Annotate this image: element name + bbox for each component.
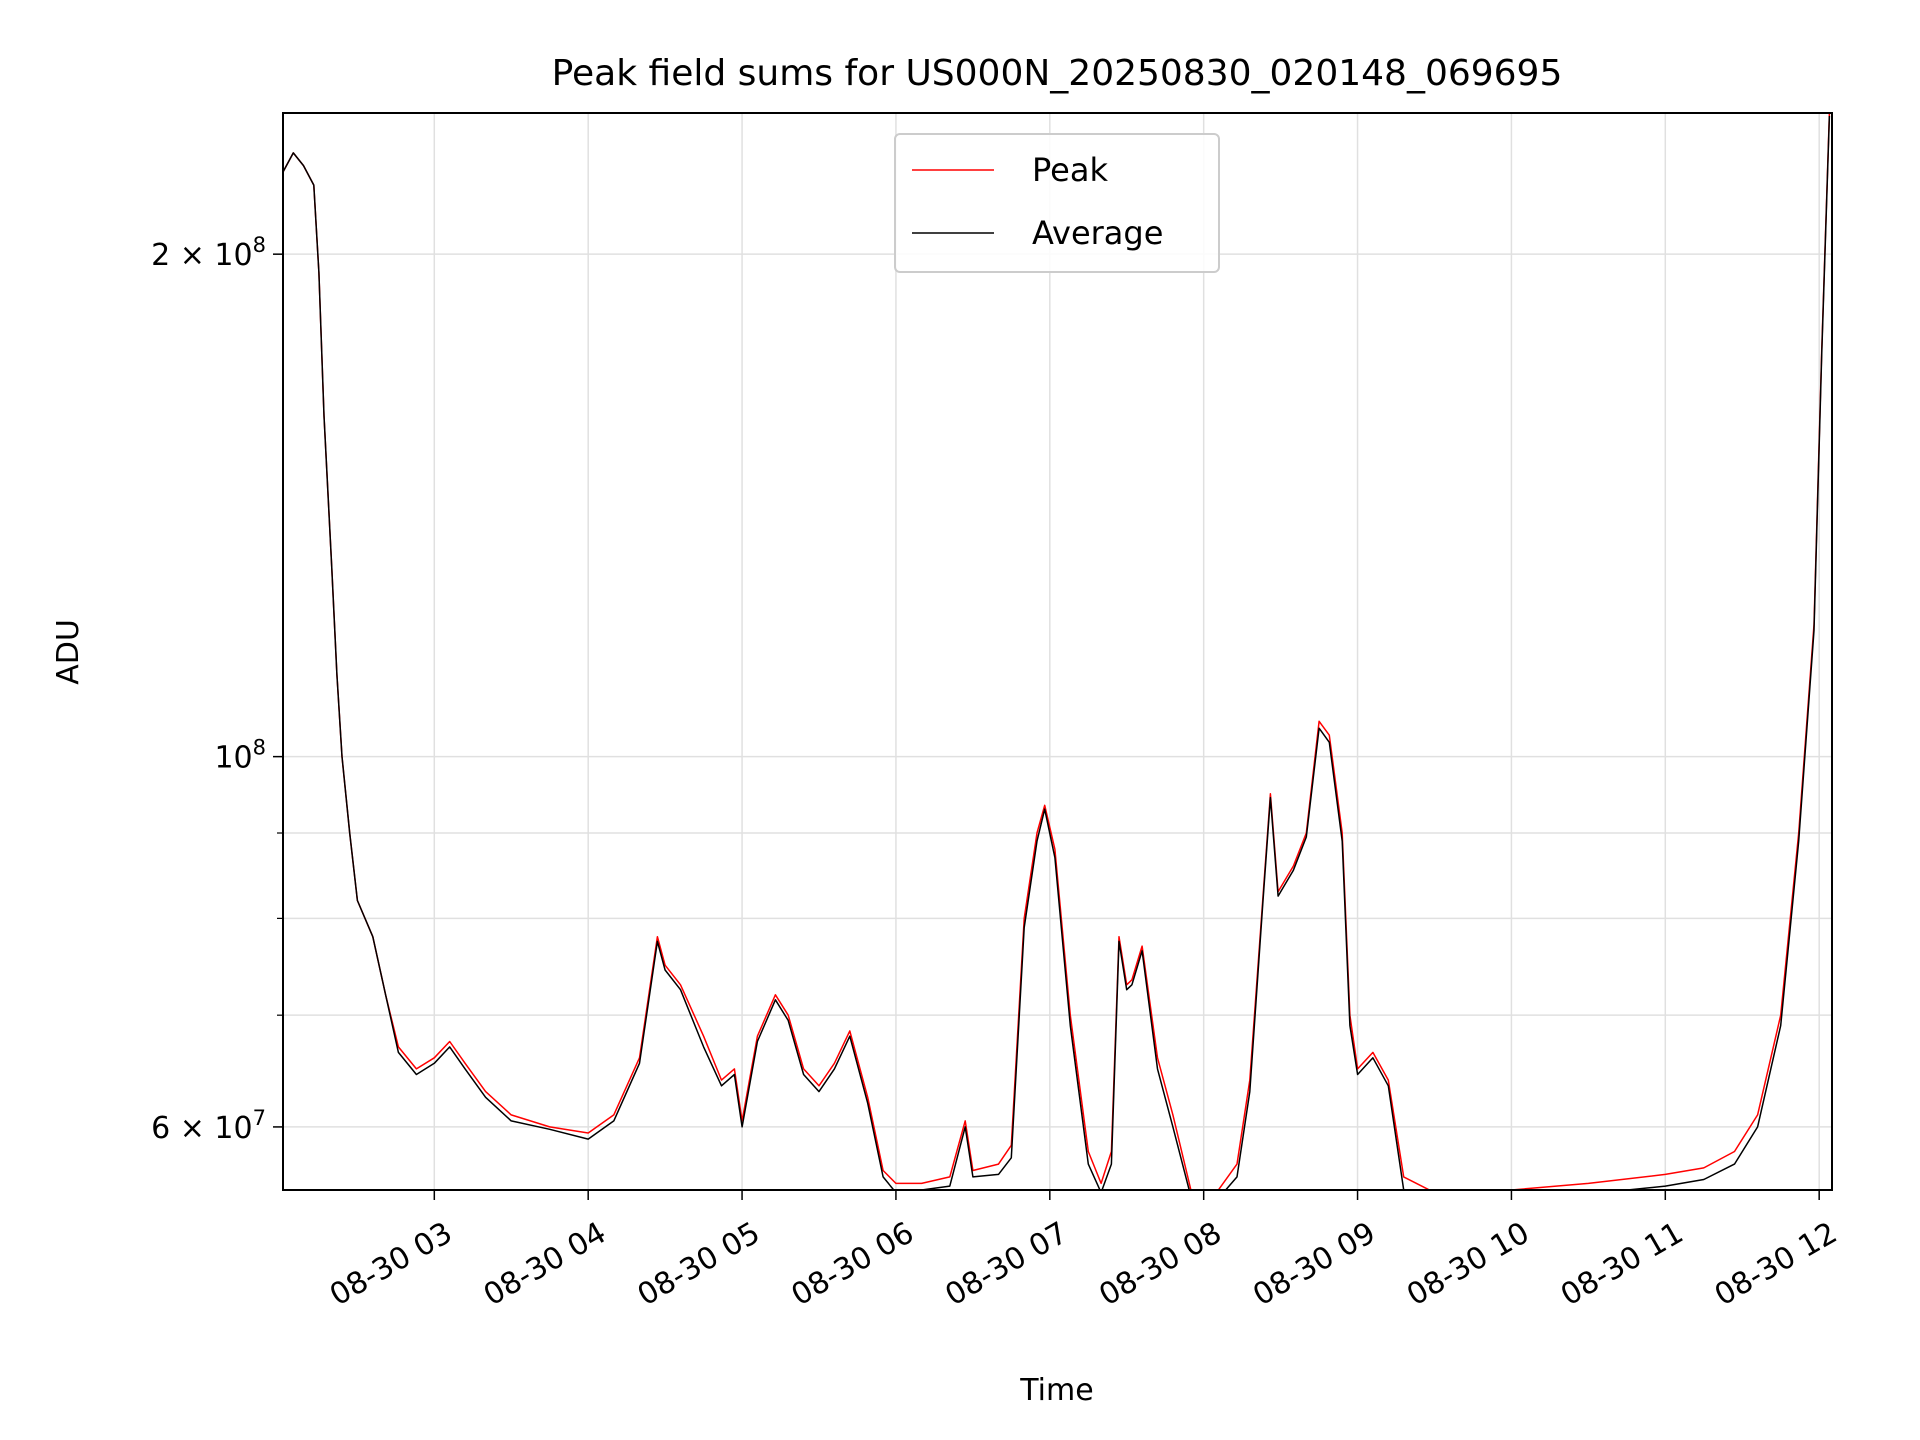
y-axis: 6 × 107 108 2 × 108 <box>151 233 283 1146</box>
y-tick-label: 6 × 107 <box>151 1106 266 1146</box>
grid <box>283 113 1832 1190</box>
chart-title: Peak field sums for US000N_20250830_0201… <box>552 53 1563 94</box>
plot-background <box>283 113 1832 1190</box>
legend-average-label: Average <box>1032 214 1163 252</box>
y-tick-label: 2 × 108 <box>151 233 266 273</box>
legend: Peak Average <box>894 133 1220 273</box>
legend-peak-label: Peak <box>1032 151 1108 189</box>
legend-box <box>894 133 1220 273</box>
y-axis-label: ADU <box>51 619 86 685</box>
x-axis-label: Time <box>1019 1373 1093 1408</box>
series-layer <box>283 113 1831 1190</box>
plot-frame <box>282 112 1833 1191</box>
series-line-average <box>283 115 1831 1190</box>
series-line-peak <box>283 113 1831 1190</box>
plot-area <box>282 112 1833 1191</box>
y-tick-label: 108 <box>214 736 266 776</box>
